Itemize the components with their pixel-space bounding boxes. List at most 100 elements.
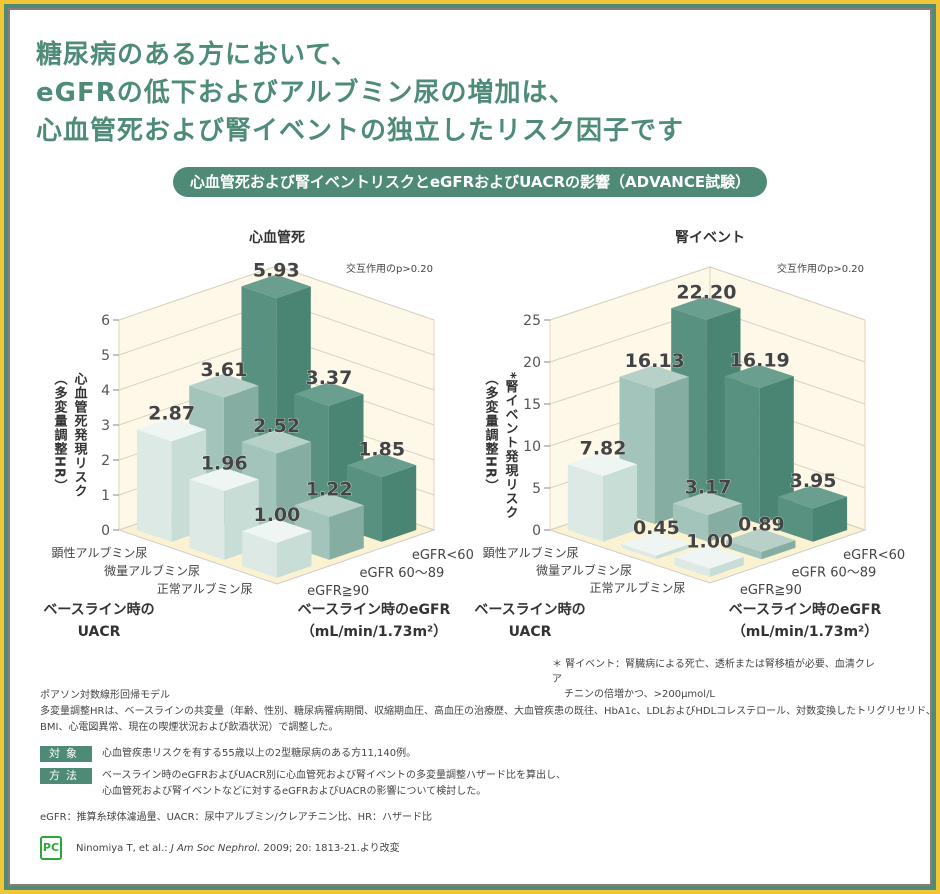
bar-left-face [726,540,762,560]
bar-left-face [567,464,603,542]
bar-left-face [674,556,710,577]
bar-value-label: 1.96 [201,453,248,475]
y-tick-label: 15 [523,397,541,413]
y-tick-label: 0 [532,523,541,539]
interaction-annotation: 交互作用のp>0.20 [346,262,433,275]
x-axis-label-uacr: ベースライン時の [474,601,585,618]
chart-title: 腎イベント [675,230,745,246]
page-title: 糖尿病のある方において、 eGFRの低下およびアルブミン尿の増加は、 心血管死お… [36,36,684,150]
bar-right-face [759,376,794,524]
bar-top-face [619,365,689,389]
bar-left-face [242,531,277,578]
y-axis-label: *腎イベント発現リスク [503,372,520,520]
bar-top-face [346,453,417,478]
citation: Ninomiya T, et al.: [76,843,171,854]
y-tick-label: 1 [101,488,110,504]
bar-right-face [381,465,417,542]
bar-top-face [189,467,259,492]
hr-note: BMI、心電図異常、現在の喫煙状況および飲酒状況）で調整した。 [40,722,339,733]
bar-top-face [136,417,207,442]
title-line: 心血管死および腎イベントの独立したリスク因子です [36,116,685,146]
bar-right-face [603,464,638,542]
bar-right-face [654,376,689,524]
y-tick-label: 25 [523,313,541,329]
bar-value-label: 2.87 [148,403,195,425]
uacr-category-label: 顕性アルブミン尿 [51,545,147,560]
x-axis-label-uacr: UACR [509,624,552,640]
citation: 2009; 20: 1813-21.より改変 [260,843,400,854]
bar-left-face [777,496,813,542]
egfr-category-label: eGFR<60 [412,548,474,563]
uacr-category-label: 正常アルブミン尿 [589,580,685,595]
bar-value-label: 1.85 [358,438,405,460]
bar-top-face [294,382,364,406]
interaction-annotation: 交互作用のp>0.20 [777,262,864,275]
bar-value-label: 0.45 [633,517,680,539]
citation-journal: J Am Soc Nephrol. [170,843,261,854]
uacr-category-label: 微量アルブミン尿 [536,563,632,578]
pc-logo: PC [40,836,62,860]
bar-value-label: 5.93 [253,260,300,282]
bar-value-label: 7.82 [580,438,627,460]
bar-value-label: 3.17 [685,477,732,499]
bar-value-label: 0.89 [738,514,785,536]
chart-title: 心血管死 [249,229,305,246]
gridline [118,265,278,321]
bar-left-face [621,543,657,560]
hr-note: 多変量調整HRは、ベースラインの共変量（年齢、性別、糖尿病罹病期間、収縮期血圧、… [40,706,936,717]
y-tick-label: 5 [101,348,110,364]
bar-top-face [241,274,311,299]
bar-top-face [777,485,848,509]
bar-right-face [656,543,691,560]
bar-left-face [724,376,760,524]
bar-top-face [567,452,638,476]
x-axis-label-uacr: UACR [78,624,121,640]
x-axis-label-egfr: ベースライン時のeGFR [729,601,882,618]
x-axis-label-egfr: ベースライン時のeGFR [298,601,451,618]
asterisk-footnote: ＊ 腎イベント：腎臓病による死亡、透析または腎移植が必要、血清クレア チニンの倍… [552,657,882,702]
bar-value-label: 3.37 [305,367,352,389]
method-tag: 方法 [40,768,92,784]
egfr-category-label: eGFR 60～89 [360,566,445,581]
footnote-line: チニンの倍増かつ、>200μmol/L [564,689,716,700]
model-note: ポアソン対数線形回帰モデル [40,690,170,701]
bar-value-label: 1.22 [306,478,353,500]
footnote-line: ＊ 腎イベント：腎臓病による死亡、透析または腎移植が必要、血清クレア [552,659,875,685]
egfr-category-label: eGFR≧90 [307,584,369,599]
bar-top-face [724,364,794,388]
bar-value-label: 3.95 [790,470,837,492]
y-axis-label: 心血管死発現リスク [72,372,89,498]
bar-top-face [189,373,259,398]
title-line: 糖尿病のある方において、 [36,40,358,70]
x-axis-label-uacr: ベースライン時の [43,601,154,618]
bar-top-face [672,491,743,515]
y-tick-label: 4 [101,383,110,399]
bar-right-face [708,503,743,542]
subject-text: 心血管疾患リスクを有する55歳以上の2型糖尿病のある方11,140例。 [102,748,417,759]
bar-top-face [674,545,744,569]
uacr-category-label: 顕性アルブミン尿 [483,545,579,560]
uacr-category-label: 正常アルブミン尿 [157,581,253,596]
y-axis-label: （多変量調整HR） [483,372,500,493]
y-tick-label: 2 [101,453,110,469]
y-tick-label: 0 [101,523,110,539]
gridline [709,266,866,321]
bar-value-label: 3.61 [200,359,247,381]
y-tick-label: 6 [101,313,110,329]
method-text: ベースライン時のeGFRおよびUACR別に心血管死および腎イベントの多変量調整ハ… [102,770,567,781]
bar-value-label: 16.19 [730,350,790,372]
bar-top-face [671,296,741,320]
egfr-category-label: eGFR 60～89 [792,566,877,581]
bar-value-label: 1.00 [686,530,733,552]
egfr-category-label: eGFR≧90 [740,583,802,598]
bar-value-label: 1.00 [253,504,300,526]
bar-top-face [726,528,796,552]
gridline [276,265,435,321]
bar-right-face [709,556,744,577]
bar-right-face [813,496,848,542]
y-tick-label: 20 [523,355,541,371]
method-text: 心血管死および腎イベントなどに対するeGFRおよびUACRの影響について検討した… [102,786,487,797]
bar-right-face [329,505,364,560]
uacr-category-label: 微量アルブミン尿 [104,563,200,578]
